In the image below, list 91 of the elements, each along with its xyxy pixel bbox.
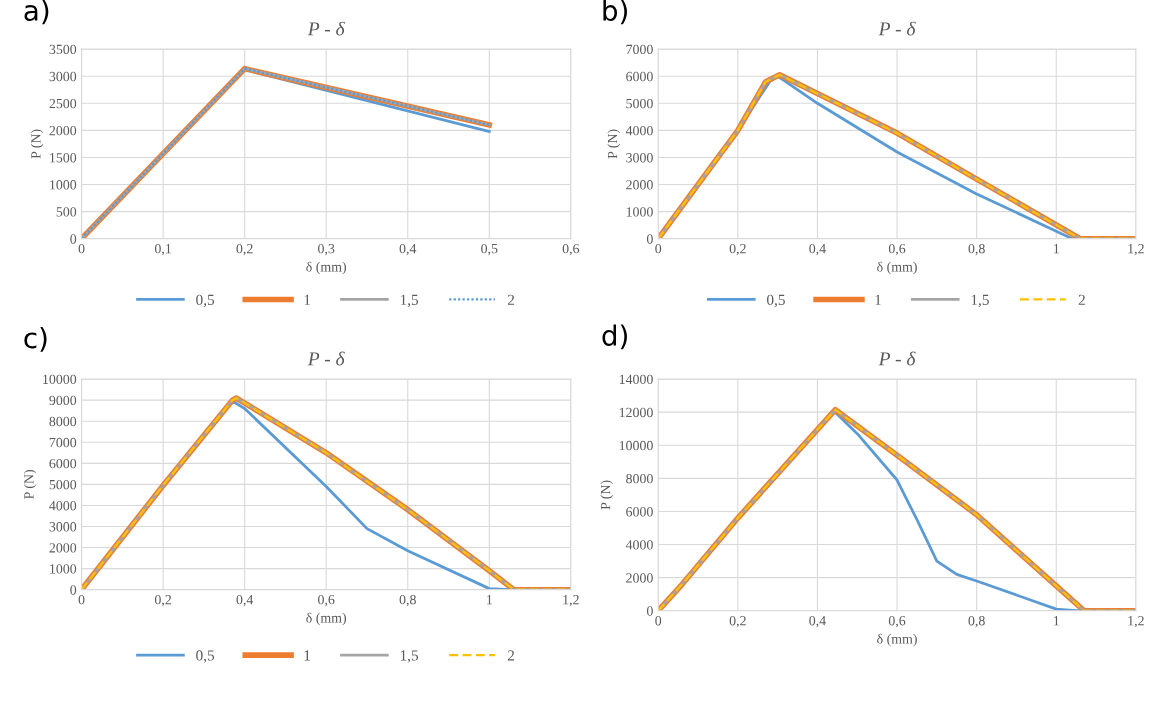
legend-label: 0,5 [196, 294, 215, 308]
x-tick-label: 0,8 [968, 616, 985, 628]
y-tick-label: 0 [70, 234, 77, 244]
x-tick-label: 1,2 [1128, 616, 1144, 628]
x-tick-label: 0,6 [318, 594, 335, 607]
y-tick-label: 14000 [619, 374, 653, 385]
y-tick-label: 5000 [626, 98, 653, 109]
x-axis-title: δ (mm) [306, 261, 347, 275]
y-tick-label: 2000 [49, 125, 77, 136]
y-tick-label: 3500 [49, 44, 77, 55]
x-tick-label: 0,6 [888, 616, 906, 628]
x-axis-title: δ (mm) [877, 633, 917, 647]
y-tick-label: 2000 [626, 180, 653, 190]
x-axis-title: δ (mm) [306, 612, 347, 626]
y-tick-label: 0 [70, 585, 77, 595]
x-tick-label: 0,4 [236, 594, 254, 607]
text: b) [603, 0, 627, 25]
text: d) [602, 324, 627, 350]
y-tick-label: 4000 [49, 501, 77, 511]
x-tick-label: 0,6 [562, 243, 580, 256]
y-tick-label: 10000 [43, 374, 77, 385]
legend-label: 1,5 [971, 294, 989, 308]
x-tick-label: 0,2 [154, 594, 172, 607]
y-tick-label: 0 [646, 606, 653, 616]
x-tick-label: 0,1 [154, 243, 171, 256]
y-axis-title: P (N) [30, 129, 44, 159]
x-tick-label: 0,2 [236, 243, 253, 256]
y-tick-label: 12000 [619, 407, 653, 418]
legend-label: 1,5 [400, 650, 419, 663]
x-tick-label: 0,3 [318, 243, 335, 256]
y-tick-label: 4000 [625, 125, 653, 136]
x-tick-label: 0,2 [729, 243, 746, 256]
x-tick-label: 0,4 [809, 243, 826, 256]
chart-title: P - δ [878, 21, 916, 36]
x-tick-label: 0,2 [729, 616, 746, 628]
y-tick-label: 6000 [49, 458, 77, 469]
legend-label: 1 [304, 294, 311, 305]
legend-label: 1 [304, 650, 311, 661]
y-axis-title: P (N) [600, 480, 614, 510]
x-tick-label: 0,5 [481, 243, 498, 256]
x-tick-label: 0 [655, 243, 662, 254]
x-tick-label: 1 [487, 595, 492, 605]
y-tick-label: 2000 [626, 573, 653, 583]
x-tick-label: 0,4 [399, 243, 417, 256]
x-tick-label: 1,2 [1128, 243, 1144, 256]
x-tick-label: 0 [78, 243, 85, 254]
y-tick-label: 3000 [49, 71, 77, 82]
y-tick-label: 2000 [49, 543, 77, 553]
y-tick-label: 0 [646, 234, 653, 244]
x-tick-label: 0,8 [399, 594, 416, 607]
x-tick-label: 1 [1054, 244, 1059, 254]
legend-label: 2 [1078, 294, 1085, 305]
y-tick-label: 4000 [625, 540, 653, 550]
legend-label: 2 [507, 294, 515, 305]
y-tick-label: 6000 [626, 507, 653, 517]
y-tick-label: 500 [56, 207, 77, 217]
x-axis-title: δ (mm) [877, 261, 917, 275]
legend-label: 1 [875, 294, 881, 305]
legend-label: 0,5 [767, 294, 785, 308]
y-tick-label: 8000 [49, 416, 77, 427]
y-tick-label: 6000 [626, 71, 653, 82]
y-tick-label: 1000 [50, 180, 77, 190]
chart-title: P - δ [307, 21, 345, 36]
y-tick-label: 5000 [49, 479, 77, 490]
y-tick-label: 3000 [626, 153, 653, 163]
y-tick-label: 1000 [626, 207, 653, 217]
y-tick-label: 1500 [50, 153, 77, 163]
chart-title: P - δ [878, 351, 916, 366]
x-tick-label: 1,2 [563, 594, 579, 607]
y-tick-label: 9000 [49, 395, 77, 406]
x-tick-label: 0,8 [968, 243, 985, 256]
text: c) [24, 326, 47, 352]
x-tick-label: 0 [655, 616, 662, 626]
text: a) [24, 0, 49, 25]
x-tick-label: 0 [78, 594, 85, 605]
y-tick-label: 2500 [49, 98, 77, 109]
legend-label: 2 [507, 650, 515, 661]
y-tick-label: 10000 [619, 440, 653, 451]
y-axis-title: P (N) [607, 129, 621, 159]
chart-title: P - δ [307, 351, 345, 366]
y-tick-label: 1000 [50, 564, 77, 574]
legend-label: 1,5 [400, 294, 419, 308]
y-tick-label: 8000 [626, 473, 653, 484]
x-tick-label: 0,6 [888, 243, 906, 256]
legend-label: 0,5 [196, 650, 215, 663]
y-tick-label: 3000 [49, 522, 77, 532]
y-tick-label: 7000 [626, 44, 653, 55]
y-axis-title: P (N) [23, 470, 37, 499]
y-tick-label: 7000 [49, 437, 77, 448]
x-tick-label: 0,4 [809, 616, 826, 628]
x-tick-label: 1 [1054, 616, 1059, 626]
